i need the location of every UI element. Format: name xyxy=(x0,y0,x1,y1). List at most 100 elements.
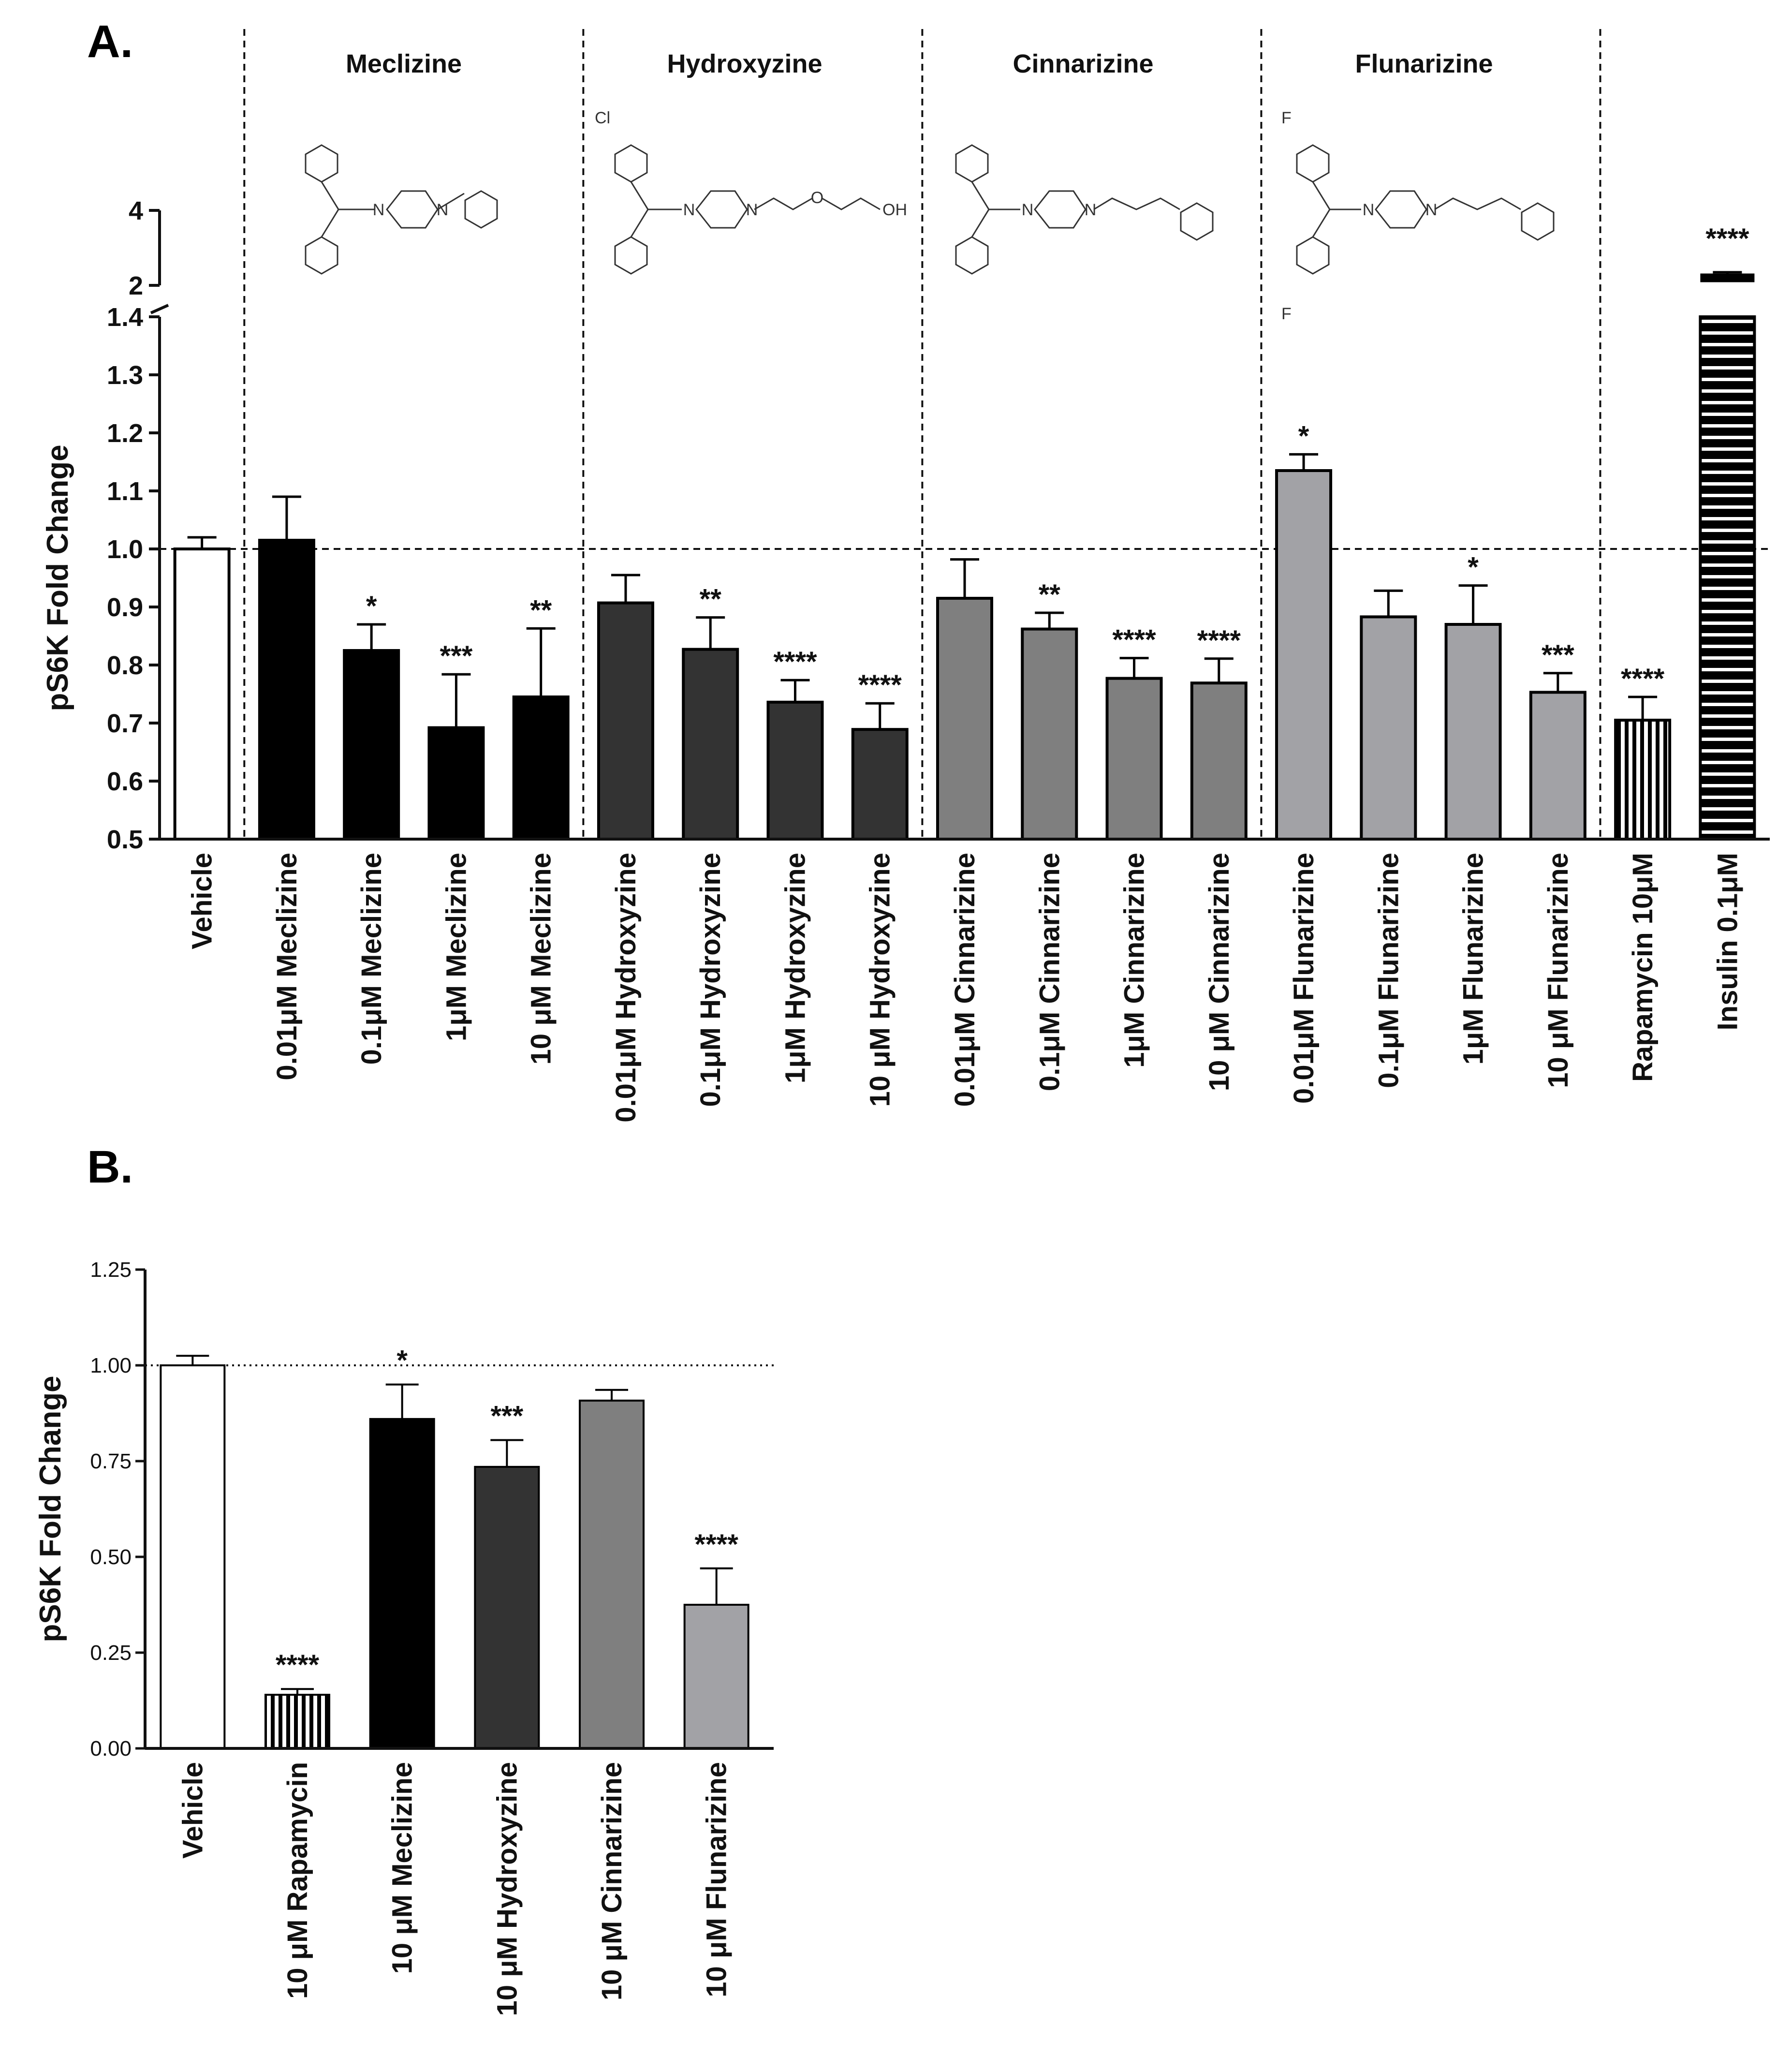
cinnarizine-atom-n2: N xyxy=(1085,201,1097,219)
group-title-flunarizine: Flunarizine xyxy=(1355,49,1493,78)
bar-5 xyxy=(597,601,654,841)
category-label-b-5: 10 μM Flunarizine xyxy=(701,1762,733,1997)
sig-label-b-3: *** xyxy=(490,1400,523,1432)
flunarizine-atom-n1: N xyxy=(1363,201,1375,219)
sig-label-17: **** xyxy=(1621,663,1665,695)
chart-b: Vehicle **** 10 μM Rapamycin * 10 μM Meclizi… xyxy=(34,1258,774,2016)
category-label-b-4: 10 μM Cinnarizine xyxy=(596,1762,628,2000)
y-tick-label-upper-1: 4 xyxy=(129,196,143,225)
bar-b-1 xyxy=(264,1694,330,1750)
sig-label-12: **** xyxy=(1197,625,1241,656)
bar-11 xyxy=(1105,677,1163,841)
bar-b-2 xyxy=(369,1418,435,1749)
sig-label-11: **** xyxy=(1112,624,1156,656)
bar-b-5 xyxy=(683,1604,749,1749)
y-tick-label-b-4: 1.00 xyxy=(90,1354,132,1377)
sig-label-15: * xyxy=(1468,552,1479,583)
y-tick-label-b-2: 0.50 xyxy=(90,1545,132,1569)
category-label-7: 1μM Hydroxyzine xyxy=(779,853,811,1083)
sig-label-2: * xyxy=(366,591,377,622)
y-tick-label-b-3: 0.75 xyxy=(90,1450,132,1473)
sig-label-18: **** xyxy=(1705,223,1749,254)
bar-17 xyxy=(1614,719,1672,841)
cinnarizine-structure: N N xyxy=(955,144,1214,275)
bar-b-0 xyxy=(160,1364,226,1749)
sig-label-13: * xyxy=(1298,420,1309,452)
bar-16 xyxy=(1529,691,1586,841)
sig-label-b-2: * xyxy=(397,1345,408,1376)
category-label-13: 0.01μM Flunarizine xyxy=(1288,853,1320,1104)
hydroxyzine-atom-n2: N xyxy=(746,201,758,219)
flunarizine-structure: F F N N xyxy=(1281,109,1555,323)
category-label-b-1: 10 μM Rapamycin xyxy=(282,1762,313,1999)
meclizine-structure: N N xyxy=(305,144,498,275)
y-tick-label-lower-3: 0.8 xyxy=(107,651,143,680)
bar-10 xyxy=(1021,627,1078,841)
category-label-15: 1μM Flunarizine xyxy=(1458,853,1489,1065)
group-title-cinnarizine: Cinnarizine xyxy=(1013,49,1153,78)
y-tick-label-lower-1: 0.6 xyxy=(107,767,143,796)
y-tick-label-lower-2: 0.7 xyxy=(107,709,143,738)
category-label-6: 0.1μM Hydroxyzine xyxy=(695,853,726,1107)
sig-label-16: *** xyxy=(1542,639,1574,671)
y-tick-label-lower-5: 1.0 xyxy=(107,535,143,564)
y-tick-label-lower-9: 1.4 xyxy=(107,303,143,332)
y-tick-label-lower-7: 1.2 xyxy=(107,419,143,448)
category-label-0: Vehicle xyxy=(187,853,218,949)
bar-6 xyxy=(682,648,739,841)
bar-3 xyxy=(427,726,485,841)
y-tick-label-upper-0: 2 xyxy=(129,271,143,300)
bar-18-upper xyxy=(1700,273,1755,282)
category-label-b-3: 10 μM Hydroxyzine xyxy=(491,1762,523,2016)
category-label-b-2: 10 μM Meclizine xyxy=(387,1762,418,1974)
hydroxyzine-atom-o: O xyxy=(811,189,823,207)
axis-break-mark xyxy=(150,304,169,314)
category-label-5: 0.01μM Hydroxyzine xyxy=(610,853,642,1123)
category-label-14: 0.1μM Flunarizine xyxy=(1373,853,1404,1088)
bar-1 xyxy=(258,539,315,841)
bar-0 xyxy=(173,547,231,841)
y-axis-title-a: pS6K Fold Change xyxy=(41,444,74,711)
category-label-4: 10 μM Meclizine xyxy=(526,853,557,1065)
category-label-1: 0.01μM Meclizine xyxy=(271,853,303,1080)
y-tick-label-b-0: 0.00 xyxy=(90,1737,132,1760)
y-tick-label-b-1: 0.25 xyxy=(90,1641,132,1665)
category-label-3: 1μM Meclizine xyxy=(441,853,472,1041)
hydroxyzine-atom-oh: OH xyxy=(882,201,907,219)
sig-label-10: ** xyxy=(1039,579,1061,610)
category-label-12: 10 μM Cinnarizine xyxy=(1204,853,1235,1091)
chart-a: Vehicle 0.01μM Meclizine * 0.1μM Meclizine *… xyxy=(41,29,1770,1123)
bar-13 xyxy=(1275,469,1333,841)
bar-4 xyxy=(512,695,570,841)
meclizine-atom-n2: N xyxy=(437,201,449,219)
group-title-hydroxyzine: Hydroxyzine xyxy=(667,49,822,78)
bar-7 xyxy=(766,700,824,841)
group-title-meclizine: Meclizine xyxy=(346,49,462,78)
hydroxyzine-structure: Cl N N O OH xyxy=(595,109,907,275)
flunarizine-atom-f2: F xyxy=(1281,305,1292,323)
category-label-10: 0.1μM Cinnarizine xyxy=(1034,853,1065,1091)
sig-label-7: **** xyxy=(773,646,817,678)
bar-b-4 xyxy=(579,1399,645,1749)
panel-b-label: B. xyxy=(87,1141,133,1193)
sig-label-4: ** xyxy=(530,594,552,626)
cinnarizine-atom-n1: N xyxy=(1022,201,1034,219)
bar-15 xyxy=(1444,623,1502,841)
category-label-2: 0.1μM Meclizine xyxy=(356,853,387,1065)
category-label-b-0: Vehicle xyxy=(177,1762,208,1859)
category-label-9: 0.01μM Cinnarizine xyxy=(949,853,981,1107)
y-tick-label-lower-4: 0.9 xyxy=(107,593,143,622)
category-label-11: 1μM Cinnarizine xyxy=(1119,853,1150,1068)
flunarizine-atom-n2: N xyxy=(1425,201,1438,219)
y-tick-label-lower-8: 1.3 xyxy=(107,361,143,390)
sig-label-b-1: **** xyxy=(276,1649,320,1681)
sig-label-b-5: **** xyxy=(695,1529,739,1560)
bar-12 xyxy=(1190,681,1248,841)
flunarizine-atom-f1: F xyxy=(1281,109,1292,127)
y-tick-label-lower-6: 1.1 xyxy=(107,477,143,506)
y-tick-label-lower-0: 0.5 xyxy=(107,825,143,854)
category-label-16: 10 μM Flunarizine xyxy=(1542,853,1574,1088)
category-label-17: Rapamycin 10μM xyxy=(1627,853,1659,1082)
